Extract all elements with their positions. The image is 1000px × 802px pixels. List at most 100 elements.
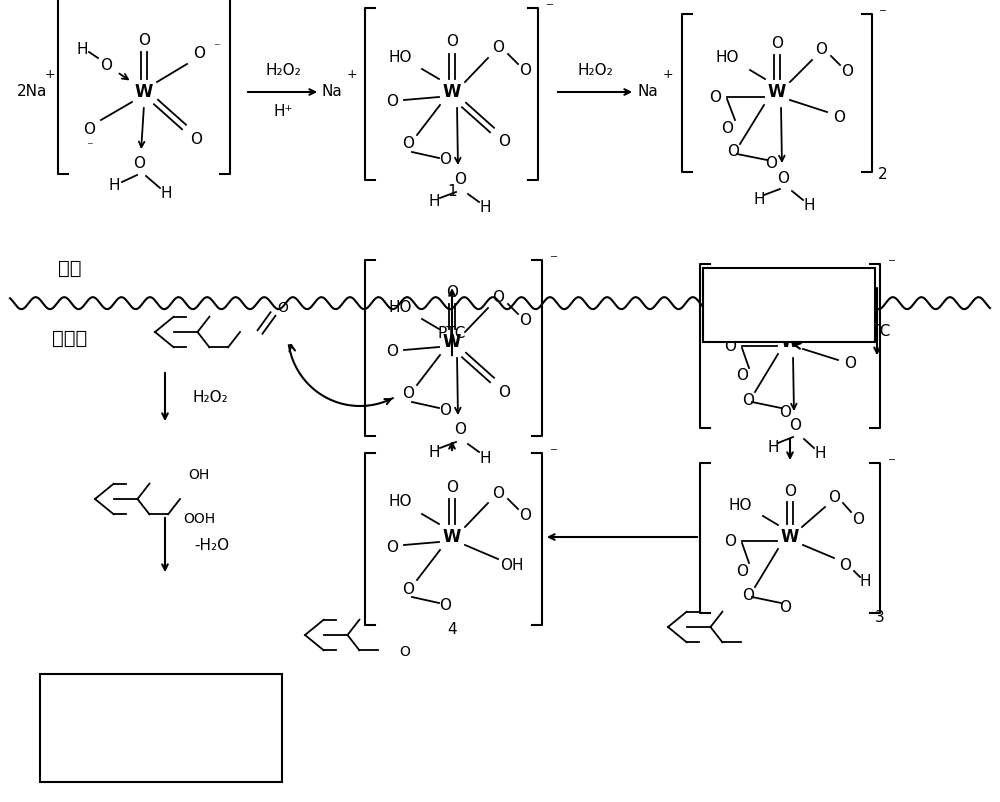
- Text: O: O: [519, 508, 531, 522]
- Text: O: O: [386, 345, 398, 359]
- Text: HO: HO: [728, 497, 752, 512]
- Text: O: O: [841, 64, 853, 79]
- Text: O: O: [278, 301, 288, 315]
- Text: O: O: [784, 289, 796, 303]
- Text: W: W: [768, 83, 786, 101]
- Text: O: O: [852, 317, 864, 331]
- Text: O: O: [519, 63, 531, 78]
- Text: O: O: [400, 645, 410, 659]
- Text: ⁻: ⁻: [550, 445, 558, 460]
- Text: H: H: [160, 187, 172, 201]
- Text: 有机相: 有机相: [52, 329, 88, 347]
- Text: O: O: [155, 755, 166, 769]
- Text: O: O: [784, 484, 796, 499]
- Text: O: O: [138, 33, 150, 47]
- Text: ⁻: ⁻: [86, 140, 92, 153]
- Text: W: W: [443, 83, 461, 101]
- Text: O: O: [133, 156, 145, 172]
- Text: O: O: [828, 294, 840, 310]
- Text: O: O: [402, 136, 414, 152]
- Text: O: O: [815, 43, 827, 58]
- Text: ⁻: ⁻: [888, 456, 896, 471]
- Text: O: O: [193, 47, 205, 62]
- Text: ⁻: ⁻: [546, 1, 554, 15]
- Text: HO: HO: [728, 302, 752, 318]
- Text: O: O: [439, 152, 451, 168]
- Text: H: H: [76, 43, 88, 58]
- Text: HO: HO: [388, 299, 412, 314]
- Text: O: O: [736, 368, 748, 383]
- Text: O: O: [446, 285, 458, 299]
- Text: 2Na: 2Na: [17, 84, 47, 99]
- Text: +: +: [45, 67, 55, 80]
- Text: W: W: [781, 528, 799, 546]
- Text: 1: 1: [447, 184, 457, 200]
- Text: H: H: [428, 444, 440, 460]
- Text: -H₂O: -H₂O: [194, 537, 230, 553]
- Text: 3: 3: [875, 610, 885, 625]
- Text: 4: 4: [447, 622, 457, 637]
- Text: O: O: [742, 588, 754, 602]
- Text: O: O: [742, 392, 754, 407]
- Text: H: H: [753, 192, 765, 206]
- Text: W: W: [135, 83, 153, 101]
- Text: H: H: [767, 439, 779, 455]
- Text: O: O: [402, 581, 414, 597]
- Text: O: O: [100, 58, 112, 72]
- Text: H: H: [479, 451, 491, 465]
- Text: O: O: [446, 34, 458, 50]
- Text: O: O: [724, 338, 736, 354]
- Text: O: O: [721, 120, 733, 136]
- Text: H: H: [108, 179, 120, 193]
- Text: O: O: [852, 512, 864, 526]
- Text: O: O: [492, 290, 504, 306]
- Text: O: O: [724, 533, 736, 549]
- Text: H₂O₂: H₂O₂: [265, 63, 301, 78]
- Text: O: O: [844, 357, 856, 371]
- Text: ⁻: ⁻: [879, 6, 887, 22]
- Text: O: O: [771, 37, 783, 51]
- Text: H: H: [859, 573, 871, 589]
- Text: 2: 2: [878, 167, 888, 181]
- Text: O: O: [439, 403, 451, 418]
- Text: O: O: [779, 404, 791, 419]
- Text: HO: HO: [388, 50, 412, 64]
- Text: O: O: [386, 540, 398, 554]
- Text: Na: Na: [638, 84, 658, 99]
- Text: OOH: OOH: [183, 512, 215, 526]
- Text: H: H: [803, 197, 815, 213]
- Text: O: O: [386, 95, 398, 110]
- Text: H⁺: H⁺: [273, 104, 293, 119]
- Text: ⁻: ⁻: [550, 253, 558, 268]
- Text: O: O: [736, 564, 748, 578]
- Text: O: O: [190, 132, 202, 147]
- FancyBboxPatch shape: [703, 268, 875, 342]
- Text: H₂O₂: H₂O₂: [192, 390, 228, 404]
- Text: O: O: [492, 40, 504, 55]
- Text: ⁻: ⁻: [888, 257, 896, 272]
- Text: O: O: [83, 123, 95, 137]
- Text: O: O: [498, 384, 510, 399]
- Text: O: O: [454, 172, 466, 188]
- Text: OH: OH: [165, 711, 186, 725]
- Text: H₂O₂: H₂O₂: [577, 63, 613, 78]
- Text: O: O: [779, 600, 791, 614]
- Text: Na: Na: [322, 84, 342, 99]
- Text: O: O: [833, 110, 845, 124]
- Text: HO: HO: [715, 51, 739, 66]
- FancyBboxPatch shape: [40, 674, 282, 782]
- Text: O: O: [402, 387, 414, 402]
- Text: OH: OH: [188, 468, 210, 482]
- Text: OH: OH: [500, 557, 524, 573]
- Text: O: O: [439, 597, 451, 613]
- Text: O: O: [498, 135, 510, 149]
- Text: O: O: [839, 557, 851, 573]
- Text: OH: OH: [810, 296, 832, 310]
- Text: O: O: [777, 171, 789, 185]
- Text: PTC: PTC: [863, 324, 891, 338]
- Text: H: H: [428, 195, 440, 209]
- Text: O: O: [789, 419, 801, 434]
- Text: O: O: [828, 489, 840, 504]
- Text: H: H: [479, 200, 491, 216]
- Text: H: H: [814, 445, 826, 460]
